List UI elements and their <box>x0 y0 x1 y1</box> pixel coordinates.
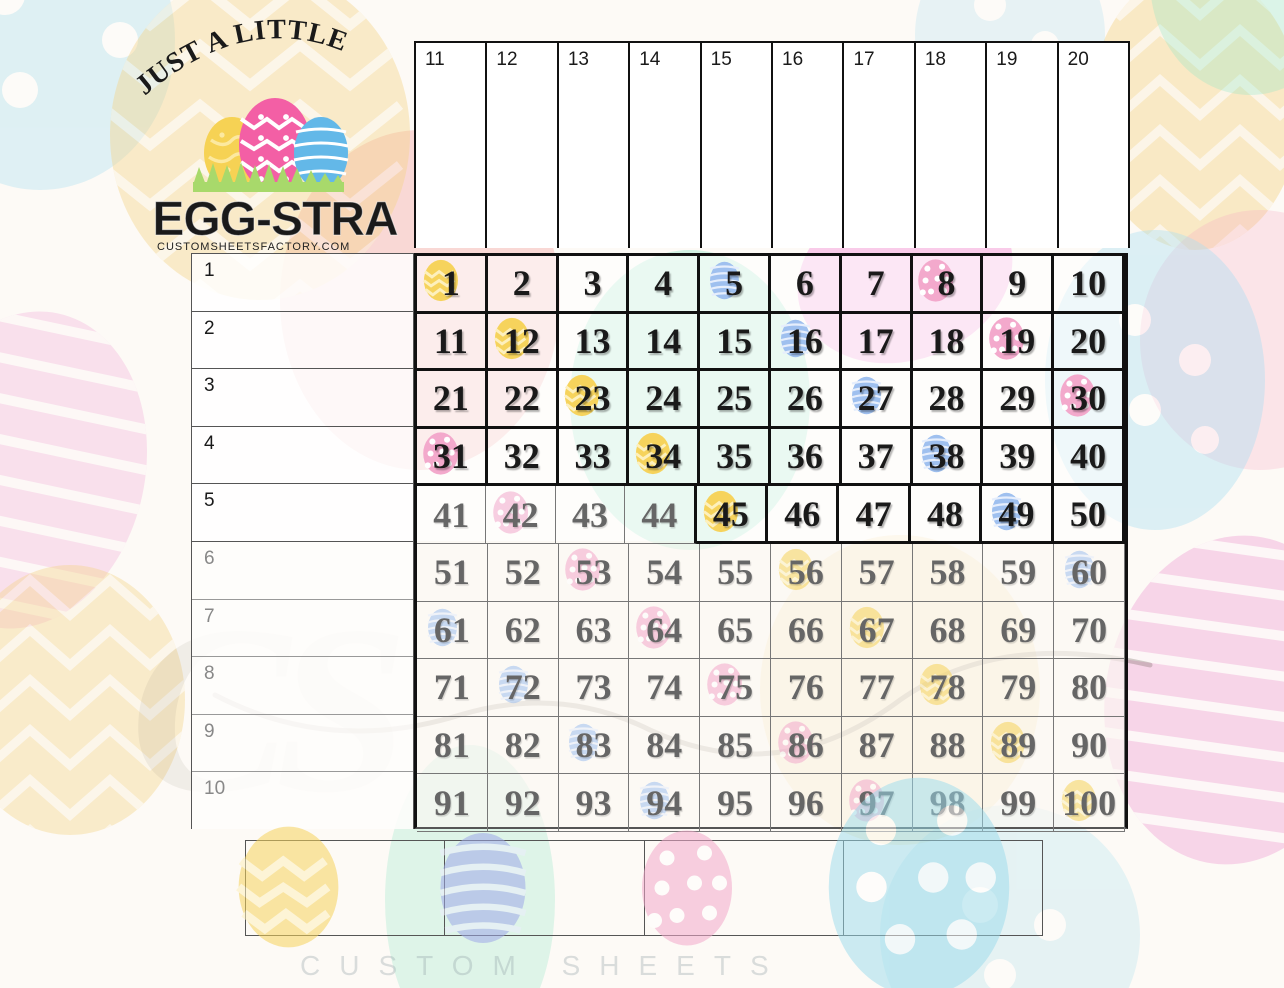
svg-text:JUST A LITTLE: JUST A LITTLE <box>135 14 352 101</box>
svg-text:CUSTOM SHEETS: CUSTOM SHEETS <box>300 950 788 981</box>
svg-text:EGG-STRA: EGG-STRA <box>152 193 398 245</box>
